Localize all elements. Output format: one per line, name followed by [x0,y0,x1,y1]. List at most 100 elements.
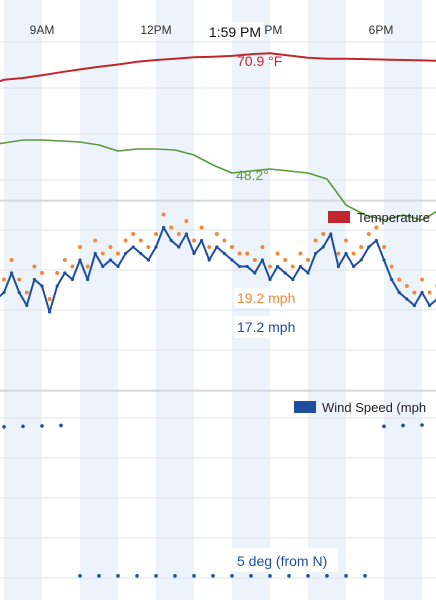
wind-direction-point [78,574,82,578]
wind-gust-point [344,238,348,243]
wind-speed-point [268,277,272,282]
wind-speed-point [367,245,371,249]
wind-gust-point [275,251,280,256]
wind-gust-point [40,271,44,275]
wind-gust-point [24,290,29,295]
wind-direction-point [230,574,234,578]
hour-band [156,0,194,600]
wind-gust-point [230,245,234,249]
wind-gust-point [131,232,136,236]
wind-gust-point [93,238,98,243]
wind-gust-point [366,232,371,236]
time-label-12pm: 12PM [140,23,171,37]
wind-speed-point [291,277,295,282]
wind-speed-point [382,258,386,262]
wind-speed-point [17,290,21,295]
wind-speed-point [124,251,128,256]
wind-speed-point [412,303,416,308]
wind-speed-point [63,271,67,275]
wind-gust-point [359,245,364,249]
wind-gust-point [9,258,14,262]
wind-speed-point [177,245,181,249]
wind-speed-point [283,271,287,275]
hour-band [80,0,118,600]
wind-gust-point [298,251,303,256]
wind-speed-point [329,232,333,236]
temperature-readout: 70.9 °F [237,53,282,69]
wind-direction-point [249,574,253,578]
speed-readout-bg [234,316,304,338]
wind-gust-point [336,251,341,256]
cursor-time: 1:59 PM [209,24,261,40]
wind-direction-point [2,424,6,429]
wind-gust-point [252,258,257,262]
wind-gust-point [2,277,6,282]
wind-gust-point [260,245,265,249]
wind-gust-point [412,290,417,295]
temperature-legend-label: Temperature [357,210,430,225]
direction-readout-bg [232,548,338,572]
wind-gust-point [214,232,219,236]
wind-speed-point [405,297,409,301]
wind-gust-point [404,284,409,288]
wind-gust-point [245,251,250,256]
wind-speed-readout: 17.2 mph [237,319,295,335]
wind-speed-point [428,303,432,308]
dewpoint-readout: 48.2° [236,167,269,183]
wind-direction-point [287,574,291,578]
wind-gust-point [290,264,295,269]
wind-gust-point [427,290,432,295]
temperature-line [0,52,436,83]
wind-gust-point [389,264,394,269]
wind-gust-point [207,245,212,249]
wind-speed-point [184,232,188,236]
wind-gust-point [55,271,60,275]
wind-direction-point [116,574,120,578]
wind-gust-point [237,251,242,256]
wind-speed-legend-label: Wind Speed (mph [322,400,426,415]
plot-series [0,52,436,578]
wind-speed-point [222,251,226,256]
wind-speed-point [86,277,90,282]
wind-direction-point [325,574,329,578]
wind-speed-point [93,251,97,256]
wind-gust-point [268,264,272,269]
wind-speed-point [238,264,242,269]
wind-gust-point [123,238,128,243]
wind-speed-point [344,251,348,256]
wind-speed-point [260,258,264,262]
wind-direction-point [211,574,215,578]
wind-gust-point [313,238,318,243]
wind-speed-point [276,264,280,269]
hour-band [308,0,346,600]
wind-gust-point [222,238,227,243]
wind-gust-point [85,264,90,269]
wind-gust-point [397,277,402,282]
wind-speed-point [374,238,378,243]
wind-speed-point [101,264,105,269]
wind-speed-point [9,271,14,275]
dewpoint-line [0,139,436,221]
wind-speed-point [336,264,340,269]
wind-speed-point [253,271,257,275]
wind-gust-point [62,258,67,262]
wind-gust-point [138,238,143,243]
wind-direction-point [420,423,424,427]
wind-direction-point [97,574,101,578]
wind-speed-point [131,245,135,249]
wind-gust-point [70,264,75,269]
wind-gust-point [108,245,113,249]
wind-speed-point [48,310,52,314]
wind-gust-point [17,277,22,282]
wind-gust-point [351,251,356,256]
wind-direction-point [382,424,386,429]
wind-speed-point [420,290,424,295]
wind-gust-point [146,245,151,249]
wind-speed-point [397,290,401,295]
wind-speed-point [192,251,196,256]
wind-speed-point [146,258,150,262]
wind-gust-point [116,251,120,256]
wind-speed-point [139,251,143,256]
wind-direction-readout: 5 deg (from N) [237,553,327,569]
